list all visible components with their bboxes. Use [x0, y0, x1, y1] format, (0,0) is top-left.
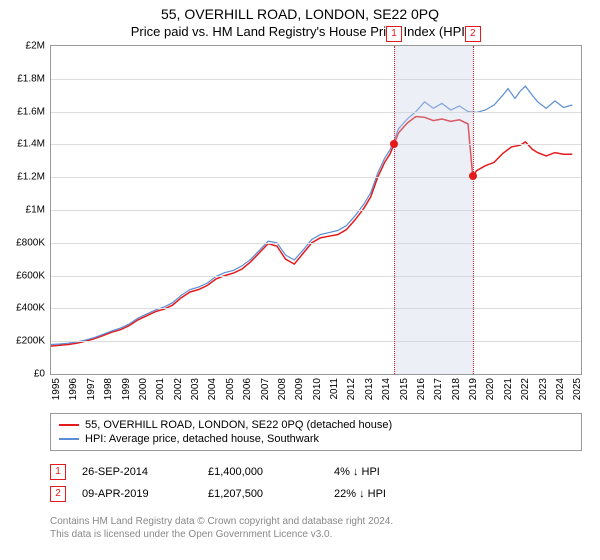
sale-row-marker: 2 — [50, 486, 66, 502]
footer: Contains HM Land Registry data © Crown c… — [50, 515, 582, 541]
y-axis-label: £400K — [16, 303, 45, 314]
x-axis-label: 2018 — [451, 378, 462, 400]
sale-date: 26-SEP-2014 — [82, 466, 192, 478]
series-hpi — [51, 86, 572, 344]
page-title: 55, OVERHILL ROAD, LONDON, SE22 0PQ — [0, 0, 600, 22]
x-axis-label: 2007 — [260, 378, 271, 400]
legend-label: 55, OVERHILL ROAD, LONDON, SE22 0PQ (det… — [85, 419, 392, 431]
x-axis-label: 2003 — [190, 378, 201, 400]
x-axis-label: 2013 — [364, 378, 375, 400]
legend-label: HPI: Average price, detached house, Sout… — [85, 433, 319, 445]
sale-point — [390, 140, 398, 148]
x-axis-label: 2024 — [555, 378, 566, 400]
y-axis-label: £0 — [34, 369, 45, 380]
legend-area: 55, OVERHILL ROAD, LONDON, SE22 0PQ (det… — [50, 413, 582, 505]
sale-date: 09-APR-2019 — [82, 488, 192, 500]
x-axis-label: 2016 — [416, 378, 427, 400]
x-axis-label: 1995 — [51, 378, 62, 400]
x-axis-label: 2020 — [485, 378, 496, 400]
sale-point — [469, 172, 477, 180]
y-axis-label: £1.6M — [17, 106, 45, 117]
sale-row-marker: 1 — [50, 464, 66, 480]
x-axis-label: 2009 — [294, 378, 305, 400]
x-axis-label: 2023 — [538, 378, 549, 400]
x-axis-label: 2021 — [503, 378, 514, 400]
legend-swatch — [59, 438, 79, 440]
x-axis-label: 2002 — [173, 378, 184, 400]
y-axis-label: £1.8M — [17, 73, 45, 84]
sale-vline — [473, 46, 474, 374]
y-axis-label: £1.4M — [17, 139, 45, 150]
x-axis-label: 2012 — [346, 378, 357, 400]
x-axis-label: 2011 — [329, 378, 340, 400]
sale-row: 1 26-SEP-2014 £1,400,000 4% ↓ HPI — [50, 461, 582, 483]
series-price_paid — [51, 117, 572, 347]
x-axis-label: 2000 — [138, 378, 149, 400]
x-axis-label: 2008 — [277, 378, 288, 400]
x-axis-label: 2010 — [312, 378, 323, 400]
y-axis-label: £2M — [26, 41, 45, 52]
y-axis-label: £1.2M — [17, 172, 45, 183]
sale-row: 2 09-APR-2019 £1,207,500 22% ↓ HPI — [50, 483, 582, 505]
page-subtitle: Price paid vs. HM Land Registry's House … — [0, 22, 600, 45]
legend-box: 55, OVERHILL ROAD, LONDON, SE22 0PQ (det… — [50, 413, 582, 451]
sale-price: £1,207,500 — [208, 488, 318, 500]
sale-diff: 22% ↓ HPI — [334, 488, 386, 500]
x-axis-label: 2014 — [381, 378, 392, 400]
x-axis-label: 1996 — [68, 378, 79, 400]
sale-marker-box: 2 — [465, 26, 481, 42]
x-axis-label: 2022 — [520, 378, 531, 400]
x-axis-label: 2017 — [433, 378, 444, 400]
footer-line1: Contains HM Land Registry data © Crown c… — [50, 515, 582, 528]
x-axis-label: 2005 — [225, 378, 236, 400]
x-axis-label: 1997 — [86, 378, 97, 400]
shaded-region — [394, 46, 473, 374]
y-axis-label: £1M — [26, 205, 45, 216]
sale-diff: 4% ↓ HPI — [334, 466, 380, 478]
sale-vline — [394, 46, 395, 374]
y-axis-label: £200K — [16, 336, 45, 347]
chart-container: 55, OVERHILL ROAD, LONDON, SE22 0PQ Pric… — [0, 0, 600, 560]
x-axis-label: 1998 — [103, 378, 114, 400]
x-axis-label: 1999 — [121, 378, 132, 400]
sales-table: 1 26-SEP-2014 £1,400,000 4% ↓ HPI 2 09-APR-20… — [50, 461, 582, 505]
sale-price: £1,400,000 — [208, 466, 318, 478]
y-axis-label: £800K — [16, 237, 45, 248]
x-axis-label: 2006 — [242, 378, 253, 400]
legend-row: 55, OVERHILL ROAD, LONDON, SE22 0PQ (det… — [59, 418, 573, 432]
footer-line2: This data is licensed under the Open Gov… — [50, 528, 582, 541]
x-axis-label: 2001 — [155, 378, 166, 400]
y-axis-label: £600K — [16, 270, 45, 281]
legend-swatch — [59, 424, 79, 426]
legend-row: HPI: Average price, detached house, Sout… — [59, 432, 573, 446]
x-axis-label: 2025 — [572, 378, 583, 400]
chart-plot-area: £0£200K£400K£600K£800K£1M£1.2M£1.4M£1.6M… — [50, 45, 582, 375]
x-axis-label: 2015 — [399, 378, 410, 400]
sale-marker-box: 1 — [386, 26, 402, 42]
x-axis-label: 2004 — [207, 378, 218, 400]
x-axis-label: 2019 — [468, 378, 479, 400]
